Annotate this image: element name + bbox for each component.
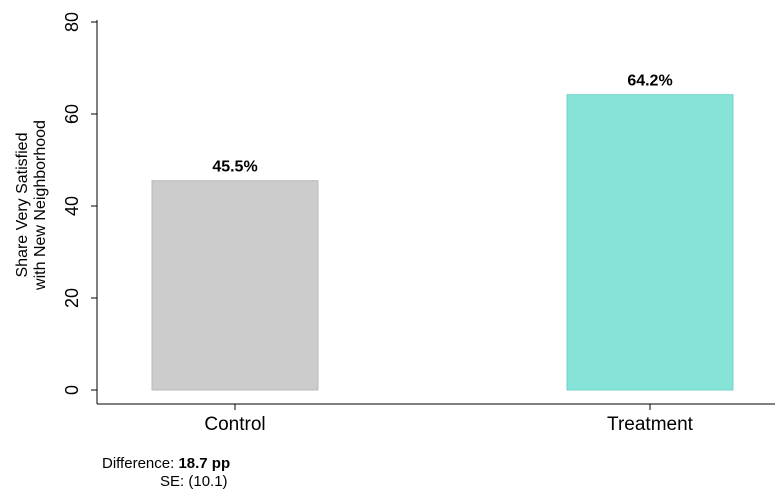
bar-treatment bbox=[566, 94, 734, 391]
se-note: SE: (10.1) bbox=[160, 473, 228, 490]
y-tick-label-40: 40 bbox=[62, 196, 82, 216]
difference-note: Difference: 18.7 pp bbox=[102, 455, 230, 472]
y-axis-title-line2: with New Neighborhood bbox=[32, 120, 49, 291]
plot-area: 0 20 40 60 80 45.5% Control 64.2% Treatment bbox=[62, 12, 734, 435]
se-label: SE: bbox=[160, 473, 184, 490]
x-tick-label-control: Control bbox=[204, 414, 265, 435]
se-value: (10.1) bbox=[188, 473, 227, 490]
y-tick-label-0: 0 bbox=[62, 385, 82, 395]
difference-value: 18.7 pp bbox=[178, 455, 230, 472]
y-tick-label-60: 60 bbox=[62, 104, 82, 124]
difference-label: Difference: bbox=[102, 455, 174, 472]
y-axis-title-line1: Share Very Satisfied bbox=[14, 133, 31, 278]
y-tick-label-20: 20 bbox=[62, 288, 82, 308]
data-label-treatment: 64.2% bbox=[627, 73, 672, 90]
data-label-control: 45.5% bbox=[212, 159, 257, 176]
bar-control bbox=[151, 180, 319, 391]
x-tick-label-treatment: Treatment bbox=[607, 414, 694, 435]
y-tick-label-80: 80 bbox=[62, 12, 82, 32]
